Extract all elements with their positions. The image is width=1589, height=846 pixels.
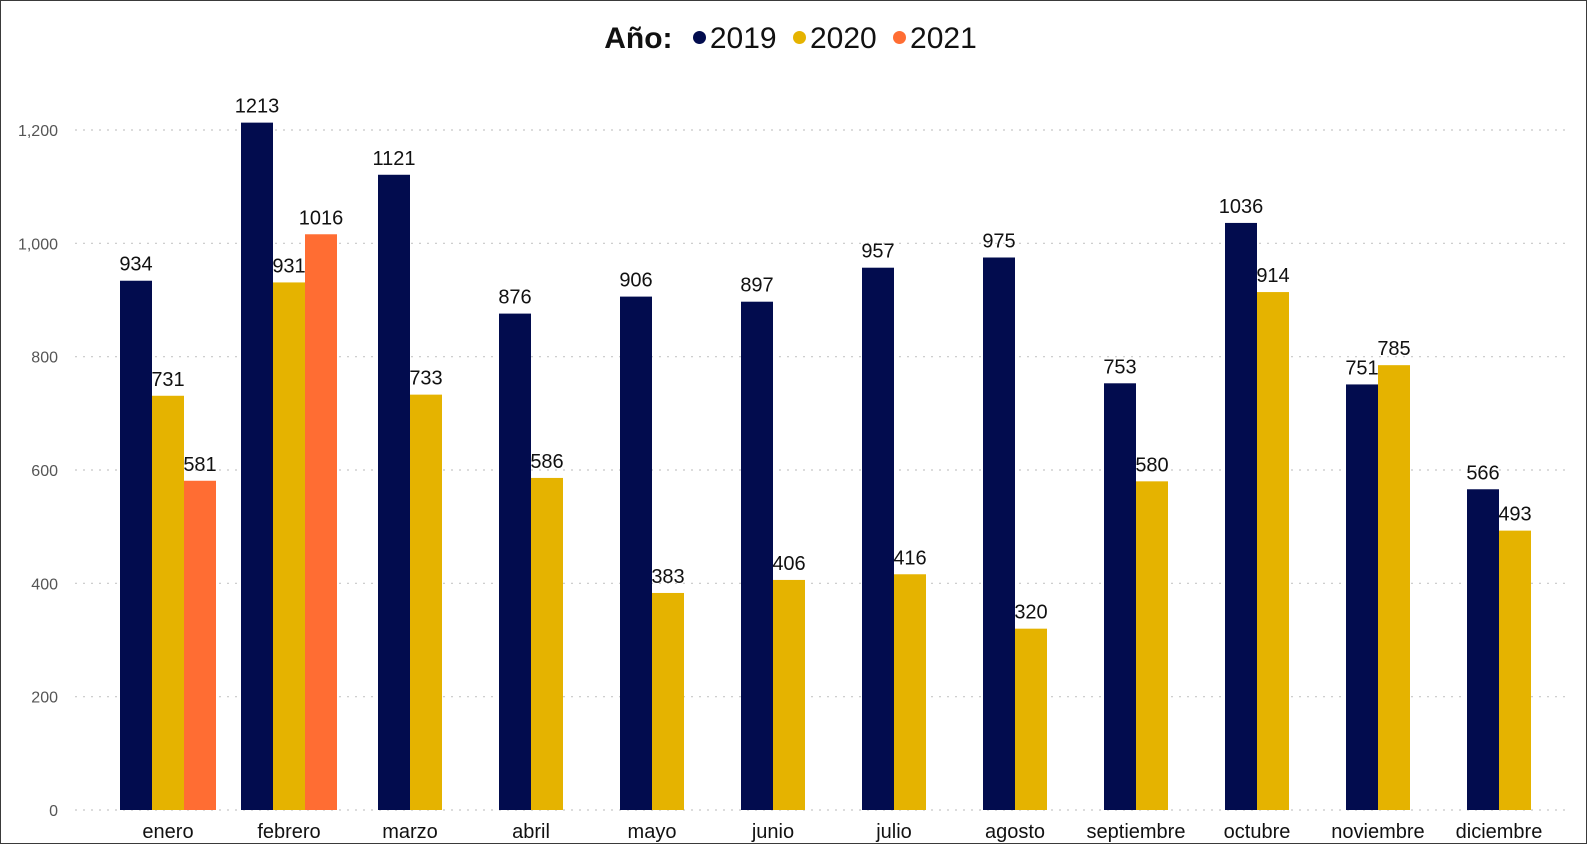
y-tick-label: 1,200 [18, 123, 58, 140]
bar-2020-agosto [1015, 628, 1047, 810]
bar-2021-enero [184, 480, 216, 810]
x-category-label: enero [142, 821, 193, 843]
data-label: 934 [119, 254, 152, 276]
legend-marker-2020 [792, 30, 806, 44]
legend-label-2019: 2019 [709, 22, 777, 55]
bar-2019-diciembre [1467, 489, 1499, 810]
x-category-label: marzo [382, 821, 438, 843]
data-label: 493 [1498, 504, 1531, 526]
data-label: 1036 [1219, 196, 1264, 218]
bar-2019-septiembre [1104, 383, 1136, 810]
data-label: 914 [1256, 265, 1289, 287]
bar-2019-abril [499, 313, 531, 810]
data-label: 931 [272, 255, 305, 277]
legend-marker-2021 [893, 30, 907, 44]
bar-2020-noviembre [1378, 365, 1410, 810]
bar-2021-febrero [305, 234, 337, 810]
bar-2019-agosto [983, 257, 1015, 810]
bar-2020-enero [152, 395, 184, 810]
data-label: 753 [1103, 356, 1136, 378]
bar-2019-julio [862, 267, 894, 810]
x-category-label: agosto [985, 821, 1045, 843]
legend-item-2020: 2020 [792, 22, 877, 56]
y-tick-label: 200 [31, 690, 58, 707]
data-label: 1213 [235, 96, 280, 118]
legend-title: Año: [604, 22, 673, 55]
bar-2020-febrero [273, 282, 305, 810]
legend-item-2019: 2019 [692, 22, 777, 56]
data-label: 383 [651, 566, 684, 588]
bar-2019-junio [741, 301, 773, 810]
x-category-label: diciembre [1456, 821, 1543, 843]
data-label: 1121 [372, 148, 415, 170]
x-category-label: noviembre [1331, 821, 1424, 843]
data-label: 906 [619, 270, 652, 292]
bar-2019-octubre [1225, 222, 1257, 810]
data-label: 586 [530, 451, 563, 473]
x-category-label: septiembre [1087, 821, 1186, 843]
data-label: 957 [861, 241, 894, 263]
x-category-label: julio [875, 821, 912, 843]
legend-marker-2019 [692, 30, 706, 44]
bar-2019-febrero [241, 122, 273, 811]
bar-2020-abril [531, 477, 563, 810]
data-label: 416 [893, 547, 926, 569]
x-category-label: febrero [257, 821, 320, 843]
legend-label-2021: 2021 [910, 22, 977, 55]
y-tick-label: 1,000 [18, 236, 58, 253]
legend-label-2020: 2020 [809, 22, 877, 55]
y-tick-label: 800 [31, 350, 58, 367]
y-tick-label: 600 [31, 463, 58, 480]
bar-2020-octubre [1257, 292, 1289, 811]
bar-2020-marzo [410, 394, 442, 810]
bar-2020-julio [894, 574, 926, 810]
bar-2020-septiembre [1136, 481, 1168, 810]
data-label: 566 [1466, 462, 1499, 484]
chart-legend: Año: 2019 2020 2021 [0, 22, 1589, 56]
bar-2019-noviembre [1346, 384, 1378, 810]
data-label: 406 [772, 553, 805, 575]
data-label: 876 [498, 287, 531, 309]
bar-2019-enero [120, 280, 152, 810]
data-label: 975 [982, 231, 1015, 253]
bar-2020-junio [773, 579, 805, 810]
data-label: 785 [1377, 338, 1410, 360]
data-label: 1016 [299, 207, 344, 229]
bar-2020-mayo [652, 592, 684, 810]
bar-2019-marzo [378, 174, 410, 810]
data-label: 581 [183, 454, 216, 476]
data-label: 751 [1345, 357, 1378, 379]
y-tick-label: 0 [49, 803, 58, 820]
legend-item-2021: 2021 [893, 22, 977, 56]
data-label: 897 [740, 275, 773, 297]
bar-2019-mayo [620, 296, 652, 811]
x-category-label: octubre [1224, 821, 1291, 843]
data-label: 320 [1014, 602, 1047, 624]
x-category-label: abril [512, 821, 550, 843]
data-label: 733 [409, 368, 442, 390]
bar-2020-diciembre [1499, 530, 1531, 810]
x-category-label: junio [751, 821, 794, 843]
data-label: 580 [1135, 454, 1168, 476]
x-category-label: mayo [628, 821, 677, 843]
y-tick-label: 400 [31, 576, 58, 593]
data-label: 731 [151, 369, 184, 391]
